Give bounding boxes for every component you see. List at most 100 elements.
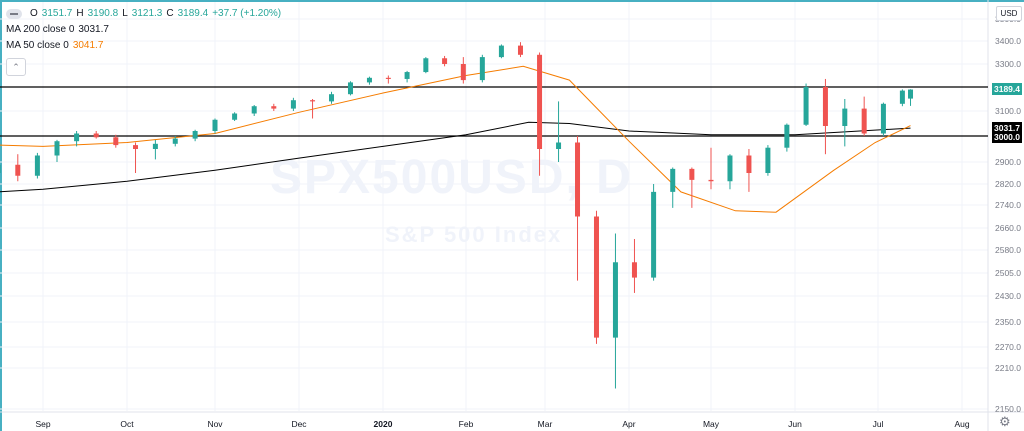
x-tick-label: Aug — [954, 419, 969, 429]
candle-body — [442, 58, 448, 64]
last-price-tag: 3189.4 — [992, 83, 1022, 95]
candle-body — [310, 100, 316, 102]
y-tick-label: 2740.0 — [995, 200, 1021, 210]
ma200-value: 3031.7 — [78, 24, 109, 35]
candle-body — [612, 262, 618, 338]
close-value: 3189.4 — [177, 8, 209, 19]
ma50-row[interactable]: MA 50 close 0 3041.7 — [6, 38, 281, 54]
ma200-row[interactable]: MA 200 close 0 3031.7 — [6, 22, 281, 38]
candle-body — [899, 90, 905, 104]
x-tick-label: 2020 — [374, 419, 393, 429]
candle-body — [347, 82, 353, 95]
y-tick-label: 2270.0 — [995, 342, 1021, 352]
candle-body — [423, 58, 429, 73]
candle-body — [34, 155, 40, 176]
change-value: +37.7 (+1.20%) — [212, 8, 282, 19]
candle-body — [0, 164, 1, 173]
candle-body — [822, 87, 828, 126]
candle-body — [842, 108, 848, 126]
ma50-line — [0, 65, 911, 213]
candle-body — [74, 133, 80, 142]
candle-body — [517, 45, 523, 55]
candle-body — [861, 108, 867, 134]
candle-body — [727, 155, 733, 182]
y-tick-label: 3400.0 — [995, 36, 1021, 46]
y-tick-label: 2150.0 — [995, 404, 1021, 414]
candle-body — [784, 124, 790, 148]
y-tick-label: 2900.0 — [995, 157, 1021, 167]
ma200-line — [0, 121, 911, 193]
candle-body — [152, 143, 158, 149]
candle-body — [479, 57, 485, 81]
candle-body — [556, 142, 562, 149]
ohlc-row: O 3151.7 H 3190.8 L 3121.3 C 3189.4 +37.7 (+… — [6, 6, 281, 22]
low-label: L — [122, 8, 128, 19]
x-tick-label: Dec — [291, 419, 307, 429]
candle-body — [880, 103, 886, 134]
candle-body — [133, 145, 139, 149]
candle-body — [172, 138, 178, 144]
y-tick-label: 2580.0 — [995, 245, 1021, 255]
candle-body — [498, 45, 504, 58]
candle-body — [803, 87, 809, 125]
candle-body — [631, 262, 637, 278]
x-tick-label: Apr — [622, 419, 635, 429]
candle-body — [593, 216, 599, 338]
x-tick-label: Jun — [788, 419, 802, 429]
y-tick-label: 3300.0 — [995, 59, 1021, 69]
candle-body — [575, 142, 581, 217]
y-tick-label: 2505.0 — [995, 268, 1021, 278]
candle-body — [765, 147, 771, 173]
chart-legend: O 3151.7 H 3190.8 L 3121.3 C 3189.4 +37.7 (+… — [6, 6, 281, 76]
candle-body — [670, 168, 676, 192]
candle-body — [366, 77, 372, 83]
close-label: C — [166, 8, 174, 19]
candle-body — [708, 179, 714, 182]
y-tick-label: 2210.0 — [995, 363, 1021, 373]
open-value: 3151.7 — [41, 8, 73, 19]
y-tick-label: 2350.0 — [995, 317, 1021, 327]
candle-body — [689, 168, 695, 180]
high-value: 3190.8 — [87, 8, 119, 19]
ma200-label: MA 200 close 0 — [6, 24, 75, 35]
y-tick-label: 2660.0 — [995, 223, 1021, 233]
y-tick-label: 2820.0 — [995, 179, 1021, 189]
x-tick-label: Nov — [207, 419, 223, 429]
candle-body — [271, 106, 277, 109]
candle-body — [113, 137, 119, 146]
x-tick-label: May — [703, 419, 720, 429]
candle-body — [404, 72, 410, 79]
x-tick-label: Mar — [538, 419, 553, 429]
ma50-value: 3041.7 — [72, 40, 104, 51]
candle-body — [651, 191, 657, 278]
chart-symbol-icon[interactable] — [6, 9, 22, 19]
candle-body — [192, 131, 198, 139]
candle-body — [290, 100, 296, 109]
x-tick-label: Feb — [459, 419, 474, 429]
candle-body — [329, 94, 335, 102]
y-tick-label: 2430.0 — [995, 291, 1021, 301]
candle-body — [212, 119, 218, 131]
candle-body — [232, 113, 238, 120]
candle-body — [746, 155, 752, 173]
candle-body — [537, 54, 543, 149]
collapse-icon[interactable]: ⌃ — [6, 58, 26, 76]
low-value: 3121.3 — [131, 8, 163, 19]
ma50-label: MA 50 close 0 — [6, 40, 69, 51]
currency-label[interactable]: USD — [996, 6, 1022, 21]
candle-body — [385, 77, 391, 79]
candle-body — [54, 141, 60, 156]
hline-price-tag: 3000.0 — [992, 131, 1022, 143]
candle-body — [251, 106, 257, 114]
candle-body — [93, 133, 99, 138]
x-tick-label: Sep — [35, 419, 50, 429]
y-tick-label: 3100.0 — [995, 106, 1021, 116]
open-label: O — [30, 8, 38, 19]
x-tick-label: Jul — [873, 419, 884, 429]
candle-body — [908, 89, 914, 99]
high-label: H — [76, 8, 84, 19]
settings-gear-icon[interactable]: ⚙ — [999, 414, 1011, 429]
candle-body — [15, 164, 21, 176]
